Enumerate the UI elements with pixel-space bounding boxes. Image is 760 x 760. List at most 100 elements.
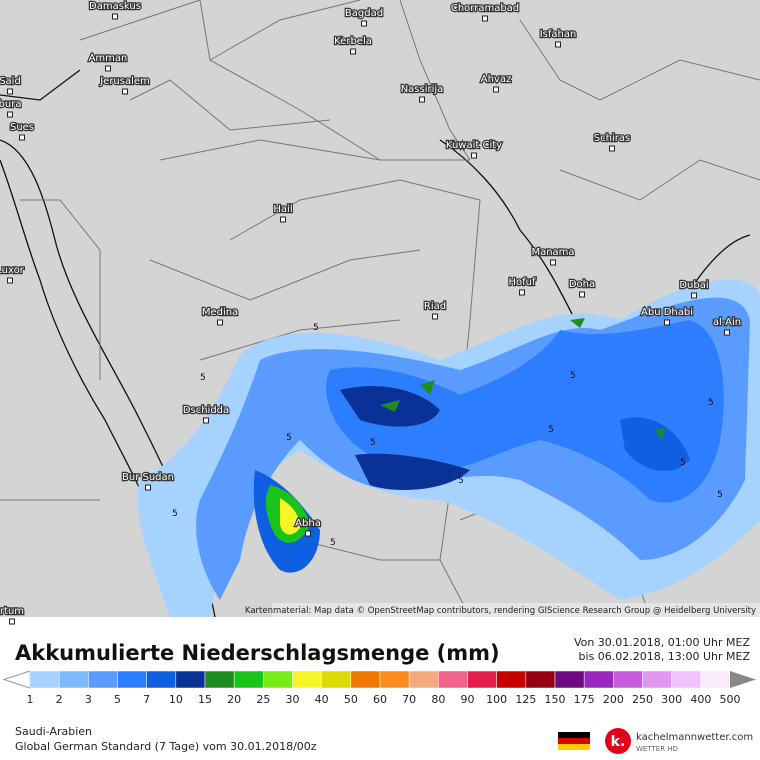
city-label: Kerbela (334, 36, 372, 47)
city-label: rtum (0, 606, 24, 617)
colorbar-swatch (146, 670, 177, 689)
colorbar-swatch (613, 670, 643, 689)
contour-label: 5 (330, 538, 336, 548)
colorbar-tick-label: 25 (256, 693, 270, 706)
colorbar-tick-label: 70 (402, 693, 416, 706)
city-dot (350, 48, 356, 55)
legend-title: Akkumulierte Niederschlagsmenge (mm) (15, 641, 500, 665)
colorbar-tick-label: 3 (85, 693, 92, 706)
city-dot (280, 216, 286, 223)
city-label: Chorramabad (451, 3, 519, 14)
city-label: Kuwait City (446, 140, 502, 151)
city-dot (361, 20, 367, 27)
colorbar-swatch (496, 670, 527, 689)
city-label: Abu Dhabi (641, 307, 693, 318)
colorbar-swatch (29, 670, 60, 689)
colorbar-tick-label: 1 (27, 693, 34, 706)
colorbar-swatch (467, 670, 497, 689)
city-label: bura (0, 99, 21, 110)
city-dot (112, 13, 118, 20)
city-label: Manama (531, 247, 574, 258)
colorbar-swatch (263, 670, 293, 689)
colorbar-arrow-high (730, 671, 756, 688)
city-dot (19, 134, 25, 141)
precipitation (137, 279, 760, 617)
contour-label: 5 (200, 373, 206, 383)
region: Saudi-Arabien (15, 725, 92, 738)
contour-label: 5 (286, 433, 292, 443)
colorbar-tick-label: 5 (114, 693, 121, 706)
brand: kachelmannwetter.com (636, 732, 753, 743)
contour-label: 5 (313, 323, 319, 333)
city-dot (7, 88, 13, 95)
city-dot (482, 15, 488, 22)
city-dot (217, 319, 223, 326)
colorbar-swatch (438, 670, 468, 689)
city-label: al-Ain (713, 317, 741, 328)
flag (558, 732, 590, 750)
city-label: Doha (569, 279, 595, 290)
colorbar-arrow-low (2, 670, 31, 689)
colorbar-tick-label: 10 (169, 693, 183, 706)
colorbar-tick-label: 20 (227, 693, 241, 706)
city-label: Nassirija (401, 84, 444, 95)
brand-sub: WETTER HD (636, 745, 678, 753)
colorbar-swatch (583, 670, 614, 689)
city-dot (550, 259, 556, 266)
colorbar-tick-label: 50 (344, 693, 358, 706)
contour-label: 5 (708, 398, 714, 408)
period-end: bis 06.02.2018, 13:00 Uhr MEZ (579, 650, 751, 663)
city-label: Bur Sudan (122, 472, 174, 483)
city-dot (105, 65, 111, 72)
colorbar-swatch (379, 670, 410, 689)
colorbar-swatch (554, 670, 585, 689)
contour-label: 5 (570, 371, 576, 381)
city-label: Isfahan (540, 29, 577, 40)
city-label: Abha (295, 518, 321, 529)
colorbar-tick-label: 80 (431, 693, 445, 706)
city-dot (7, 277, 13, 284)
city-dot (579, 291, 585, 298)
city-label: Ahvaz (481, 74, 511, 85)
city-dot (145, 484, 151, 491)
city-label: Dschidda (183, 405, 229, 416)
colorbar-tick-label: 200 (603, 693, 624, 706)
city-label: Hofuf (508, 277, 535, 288)
city-dot (7, 111, 13, 118)
colorbar-swatch (671, 670, 702, 689)
attribution: Kartenmaterial: Map data © OpenStreetMap… (245, 606, 756, 616)
city-dot (609, 145, 615, 152)
colorbar-swatch (117, 670, 147, 689)
colorbar-tick-label: 300 (661, 693, 682, 706)
city-dot (9, 618, 15, 625)
city-dot (203, 417, 209, 424)
colorbar-tick-label: 175 (574, 693, 595, 706)
city-label: Damaskus (89, 1, 141, 12)
colorbar-swatch (88, 670, 118, 689)
contour-label: 5 (680, 458, 686, 468)
colorbar-swatch (525, 670, 556, 689)
city-label: Jerusalem (99, 76, 150, 87)
colorbar-tick-label: 100 (486, 693, 507, 706)
city-dot (122, 88, 128, 95)
colorbar-tick-label: 250 (632, 693, 653, 706)
colorbar-swatch (292, 670, 322, 689)
contour-label: 5 (458, 476, 464, 486)
city-dot (691, 292, 697, 299)
colorbar-swatch (321, 670, 352, 689)
contour-label: 5 (548, 425, 554, 435)
map: Damaskus Bagdad Chorramabad Isfahan Amman Jer… (0, 0, 760, 625)
colorbar-tick-label: 60 (373, 693, 387, 706)
city-labels: Damaskus Bagdad Chorramabad Isfahan Amman Jer… (0, 0, 742, 625)
colorbar-swatch (700, 670, 731, 689)
colorbar: 1 2 3 5 7 10 15 20 25 30 40 50 60 70 80 90 100 125 150 175 2… (2, 670, 756, 706)
city-label: Riad (424, 301, 446, 312)
colorbar-tick-label: 15 (198, 693, 212, 706)
colorbar-tick-label: 90 (461, 693, 475, 706)
logo-mark: k. (611, 734, 626, 750)
city-dot (305, 530, 311, 537)
colorbar-tick-label: 150 (545, 693, 566, 706)
contour-label: 5 (370, 438, 376, 448)
contour-labels: 5 5 5 5 5 5 5 5 5 5 5 5 (172, 323, 723, 548)
logo (605, 728, 631, 754)
